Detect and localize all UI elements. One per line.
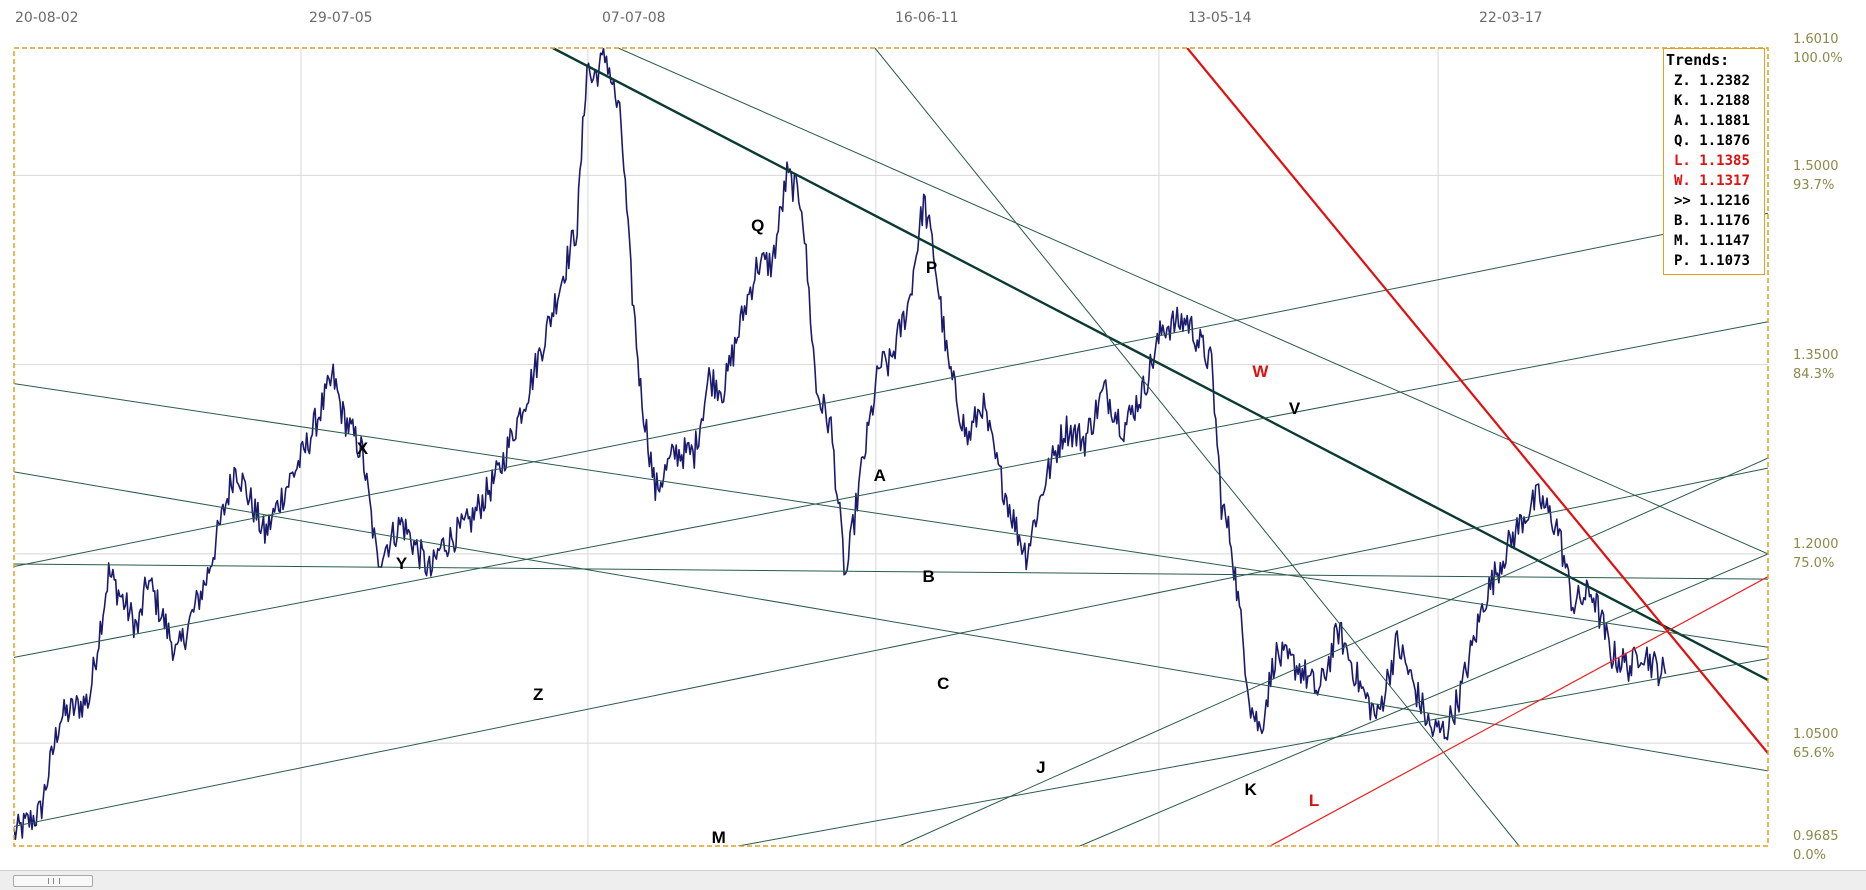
x-tick-label: 13-05-14 [1188,10,1252,26]
plot-frame [13,47,1769,847]
trend-legend-value: 1.1876 [1699,133,1750,149]
trend-label-l: L [1308,791,1320,811]
trend-legend-key: W. [1674,173,1691,189]
trend-label-q: Q [751,215,765,235]
trend-legend-key: Z. [1674,73,1691,89]
trend-legend-row: W. 1.1317 [1674,171,1750,191]
trend-label-a: A [873,465,886,485]
trend-line-c [14,563,1768,580]
scrollbar-thumb[interactable] [13,875,93,887]
trend-legend-key: M. [1674,233,1691,249]
trend-legend-row: A. 1.1881 [1674,111,1750,131]
trend-label-x: X [356,439,369,459]
y-tick-label: 1.5000 [1793,159,1839,174]
y-tick-label: 0.9685 [1793,829,1839,844]
y-percent-label: 0.0% [1793,848,1827,863]
trend-legend-key: B. [1674,213,1691,229]
trend-label-k: K [1244,779,1257,799]
trend-line-q [617,48,1768,555]
trend-label-p: P [925,257,938,277]
y-percent-label: 75.0% [1793,556,1835,571]
y-percent-label: 93.7% [1793,178,1835,193]
x-tick-label: 29-07-05 [309,10,373,26]
trend-legend-key: L. [1674,153,1691,169]
y-percent-label: 84.3% [1793,367,1835,382]
y-percent-label: 100.0% [1793,51,1843,66]
trend-legend-key: A. [1674,113,1691,129]
trend-label-z: Z [532,685,544,705]
trend-legend-key: P. [1674,253,1691,269]
trend-line-x [14,212,1768,568]
trend-label-j: J [1036,758,1046,778]
trend-label-b: B [922,566,935,586]
trend-legend-row: Q. 1.1876 [1674,131,1750,151]
trend-legend-value: 1.1317 [1699,173,1750,189]
trend-legend-value: 1.2188 [1699,93,1750,109]
trend-legend-row: >> 1.1216 [1674,191,1750,211]
trend-line-p [552,48,1768,682]
trend-line-a [14,383,1768,648]
trend-legend-value: 1.1073 [1699,253,1750,269]
trend-legend-row: L. 1.1385 [1674,151,1750,171]
y-tick-label: 1.2000 [1793,537,1839,552]
trend-legend-value: 1.1176 [1699,213,1750,229]
trend-legend-row: M. 1.1147 [1674,231,1750,251]
trend-label-v: V [1288,398,1301,418]
trend-legend-row: K. 1.2188 [1674,91,1750,111]
trend-label-m: M [711,827,726,847]
trend-line-j [899,457,1768,846]
horizontal-scrollbar[interactable] [0,870,1866,890]
trend-line-b [14,471,1768,772]
trend-legend-key: >> [1674,193,1691,209]
trend-line-k [1079,553,1768,846]
trend-line-z [14,467,1768,827]
y-tick-label: 1.0500 [1793,727,1839,742]
trend-line-m [738,658,1768,846]
x-tick-label: 20-08-02 [15,10,79,26]
trend-line-w [1186,48,1768,754]
trend-label-w: W [1252,362,1269,382]
x-tick-label: 22-03-17 [1479,10,1543,26]
price-series-line [14,48,1667,841]
y-percent-label: 65.6% [1793,746,1835,761]
y-tick-label: 1.6010 [1793,32,1839,47]
trend-legend-row: B. 1.1176 [1674,211,1750,231]
trend-legend-key: Q. [1674,133,1691,149]
trend-line-v [874,48,1520,846]
trend-label-y: Y [395,554,408,574]
x-tick-label: 16-06-11 [895,10,959,26]
trend-legend-value: 1.1385 [1699,153,1750,169]
trend-legend-key: K. [1674,93,1691,109]
trend-legend-value: 1.1216 [1699,193,1750,209]
trend-label-c: C [937,673,950,693]
y-tick-label: 1.3500 [1793,348,1839,363]
trend-line-l [1269,576,1768,846]
trend-legend-row: P. 1.1073 [1674,251,1750,271]
trend-legend-value: 1.1147 [1699,233,1750,249]
trend-legend-row: Z. 1.2382 [1674,71,1750,91]
trends-legend-title: Trends: [1666,51,1730,69]
trend-legend-value: 1.2382 [1699,73,1750,89]
x-tick-label: 07-07-08 [602,10,666,26]
trends-legend: Trends: Z. 1.2382 K. 1.2188 A. 1.1881 Q. 1.… [1663,48,1765,275]
trend-legend-value: 1.1881 [1699,113,1750,129]
grip-icon [48,878,60,884]
trend-line-y [14,321,1768,658]
